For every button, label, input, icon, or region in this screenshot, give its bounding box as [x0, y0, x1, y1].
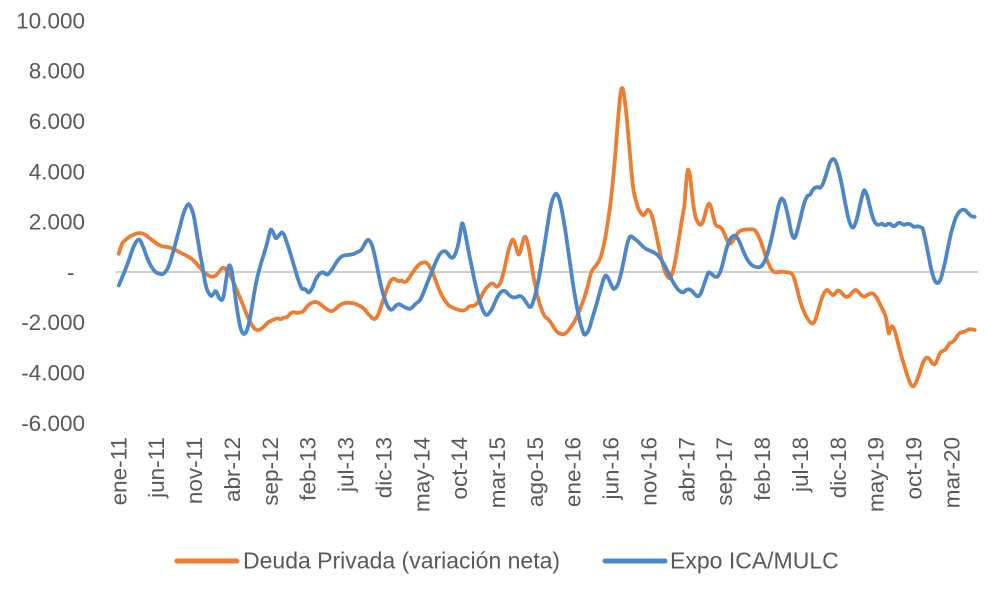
svg-text:abr-17: abr-17: [674, 437, 699, 502]
svg-text:ene-16: ene-16: [561, 437, 586, 507]
svg-text:4.000: 4.000: [29, 159, 85, 184]
svg-text:oct-14: oct-14: [447, 437, 472, 500]
svg-text:feb-13: feb-13: [296, 437, 321, 501]
svg-text:jul-13: jul-13: [334, 437, 359, 493]
svg-text:-2.000: -2.000: [21, 310, 85, 335]
svg-text:sep-12: sep-12: [258, 437, 283, 506]
svg-text:6.000: 6.000: [29, 109, 85, 134]
svg-text:ene-11: ene-11: [106, 437, 131, 505]
svg-text:Deuda Privada (variación neta): Deuda Privada (variación neta): [243, 548, 560, 574]
svg-text:-4.000: -4.000: [21, 361, 85, 386]
svg-text:ago-15: ago-15: [523, 437, 548, 507]
svg-text:sep-17: sep-17: [712, 437, 737, 506]
svg-text:-6.000: -6.000: [21, 411, 85, 436]
svg-text:Expo ICA/MULC: Expo ICA/MULC: [670, 548, 839, 574]
svg-text:may-19: may-19: [864, 437, 889, 512]
svg-text:8.000: 8.000: [29, 59, 85, 84]
svg-text:nov-11: nov-11: [182, 437, 207, 504]
svg-text:jun-11: jun-11: [144, 437, 169, 499]
svg-text:dic-18: dic-18: [826, 437, 851, 498]
svg-text:10.000: 10.000: [16, 8, 85, 33]
svg-text:oct-19: oct-19: [902, 437, 927, 500]
svg-text:jun-16: jun-16: [599, 437, 624, 501]
svg-text:may-14: may-14: [409, 437, 434, 512]
svg-text:dic-13: dic-13: [371, 437, 396, 498]
svg-text:nov-16: nov-16: [637, 437, 662, 506]
svg-text:mar-20: mar-20: [939, 437, 964, 508]
svg-text:jul-18: jul-18: [788, 437, 813, 493]
svg-text:-: -: [67, 260, 75, 285]
svg-text:mar-15: mar-15: [485, 437, 510, 508]
svg-text:feb-18: feb-18: [750, 437, 775, 501]
svg-text:abr-12: abr-12: [220, 437, 245, 502]
svg-text:2.000: 2.000: [29, 210, 85, 235]
